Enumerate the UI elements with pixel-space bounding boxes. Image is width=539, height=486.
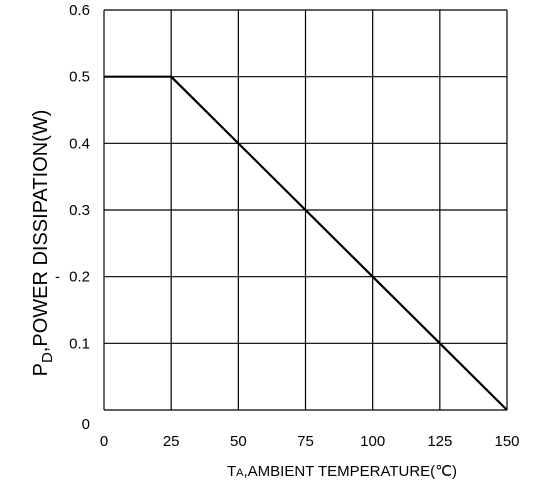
y-tick-label: 0.4 <box>69 135 90 152</box>
chart-series <box>103 75 508 411</box>
x-tick-label: 100 <box>360 433 385 450</box>
x-axis-label-rest: ,AMBIENT TEMPERATURE(℃) <box>243 463 457 480</box>
x-tick-label: 25 <box>163 433 180 450</box>
x-tick-label: 50 <box>230 433 247 450</box>
x-tick-label: 150 <box>494 433 519 450</box>
x-axis-label-subscript: A <box>236 467 244 479</box>
y-tick-label: 0.3 <box>69 202 90 219</box>
x-tick-label: 75 <box>297 433 314 450</box>
y-axis-label-rest: ,POWER DISSIPATION(W) <box>30 110 52 353</box>
x-axis-label: TA,AMBIENT TEMPERATURE(℃) <box>227 463 457 480</box>
y-tick-label: 0.6 <box>69 2 90 19</box>
x-axis-label-main: T <box>227 463 236 480</box>
chart-grid <box>103 9 508 411</box>
y-axis-label: PD,POWER DISSIPATION(W) <box>30 110 56 377</box>
y-tick-labels: 0 0.1 0.2 0.3 0.4 0.5 0.6 - <box>55 2 90 433</box>
y-tick-label: 0.5 <box>69 69 90 86</box>
y-tick-stray-mark: - <box>55 269 60 286</box>
y-axis-label-subscript: D <box>39 352 56 363</box>
y-tick-label: 0.2 <box>69 269 90 286</box>
y-axis-label-main: P <box>30 363 52 376</box>
x-tick-label: 125 <box>427 433 452 450</box>
y-tick-label: 0 <box>82 416 90 433</box>
y-tick-label: 0.1 <box>69 335 90 352</box>
x-tick-label: 0 <box>100 433 108 450</box>
x-tick-labels: 0 25 50 75 100 125 150 <box>100 433 520 450</box>
